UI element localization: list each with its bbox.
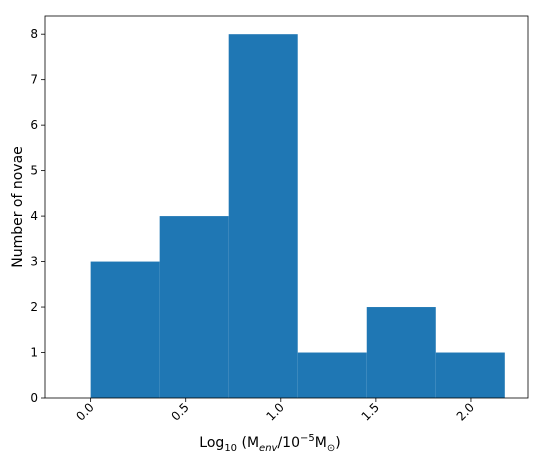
bar bbox=[297, 352, 367, 398]
y-tick-label: 0 bbox=[30, 391, 38, 405]
label-part: M bbox=[315, 435, 327, 451]
bar bbox=[366, 307, 436, 398]
y-tick-label: 8 bbox=[30, 27, 38, 41]
label-part: ⊙ bbox=[327, 443, 335, 454]
bar bbox=[228, 34, 298, 398]
label-part: −5 bbox=[300, 433, 315, 444]
label-part: /10 bbox=[277, 435, 300, 451]
y-tick-label: 6 bbox=[30, 118, 38, 132]
y-tick-label: 4 bbox=[30, 209, 38, 223]
y-tick-label: 2 bbox=[30, 300, 38, 314]
y-tick-label: 3 bbox=[30, 255, 38, 269]
label-part: Log bbox=[199, 435, 224, 451]
label-part: ) bbox=[335, 435, 340, 451]
y-tick-label: 5 bbox=[30, 164, 38, 178]
x-tick-label: 1.0 bbox=[264, 400, 287, 423]
x-tick-label: 2.0 bbox=[454, 400, 477, 423]
y-tick-label: 7 bbox=[30, 73, 38, 87]
bar bbox=[435, 352, 505, 398]
plot-frame bbox=[44, 15, 529, 399]
label-part: (M bbox=[237, 435, 259, 451]
y-axis-label: Number of novae bbox=[10, 146, 26, 268]
bar bbox=[90, 261, 160, 398]
x-axis-label: Log10 (Menv/10−5M⊙) bbox=[199, 433, 340, 454]
label-part: env bbox=[259, 443, 278, 454]
label-part: 10 bbox=[224, 443, 237, 454]
x-tick-label: 0.0 bbox=[73, 400, 96, 423]
x-tick-label: 0.5 bbox=[168, 400, 191, 423]
y-tick-label: 1 bbox=[30, 346, 38, 360]
bar bbox=[159, 216, 229, 398]
x-tick-label: 1.5 bbox=[359, 400, 382, 423]
